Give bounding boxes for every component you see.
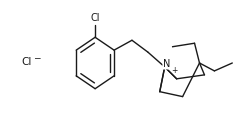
Text: Cl: Cl bbox=[90, 14, 100, 24]
Text: N: N bbox=[163, 59, 170, 69]
Text: +: + bbox=[172, 66, 178, 75]
Text: −: − bbox=[33, 54, 41, 62]
Text: Cl: Cl bbox=[22, 57, 32, 67]
